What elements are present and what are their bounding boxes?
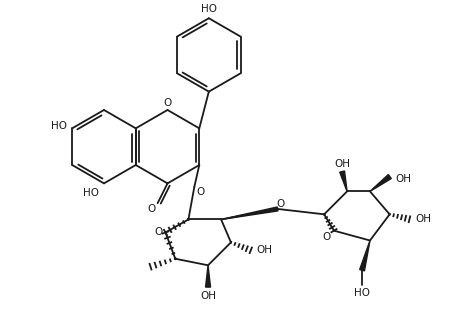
Text: O: O xyxy=(196,187,204,197)
Polygon shape xyxy=(340,171,347,191)
Text: HO: HO xyxy=(83,188,99,198)
Text: OH: OH xyxy=(396,174,412,184)
Text: OH: OH xyxy=(334,159,350,169)
Text: O: O xyxy=(163,98,171,108)
Polygon shape xyxy=(370,175,392,191)
Text: HO: HO xyxy=(201,4,217,14)
Text: OH: OH xyxy=(200,291,216,301)
Text: HO: HO xyxy=(51,121,67,131)
Text: OH: OH xyxy=(415,214,432,224)
Text: OH: OH xyxy=(256,245,273,255)
Text: O: O xyxy=(322,231,330,242)
Polygon shape xyxy=(206,265,211,287)
Polygon shape xyxy=(221,207,278,219)
Polygon shape xyxy=(360,241,370,271)
Text: O: O xyxy=(276,199,285,209)
Text: HO: HO xyxy=(354,288,370,298)
Text: O: O xyxy=(148,204,156,214)
Text: O: O xyxy=(154,227,163,238)
